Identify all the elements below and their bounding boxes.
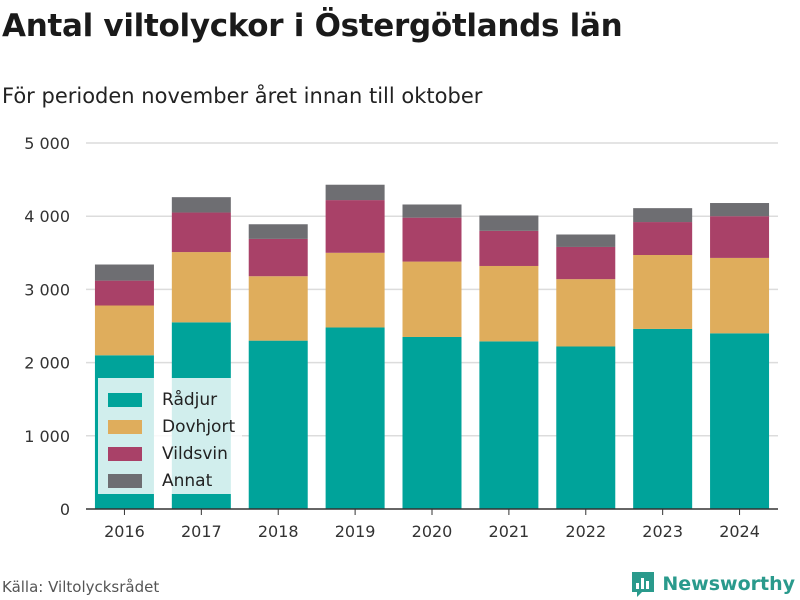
bar-2020-3[interactable] xyxy=(402,204,462,218)
chart-subtitle: För perioden november året innan till ok… xyxy=(2,84,483,108)
bar-2024-1[interactable] xyxy=(710,257,770,334)
legend-item-annat[interactable]: Annat xyxy=(108,467,232,494)
bar-2017-2[interactable] xyxy=(171,212,231,253)
y-tick-label: 4 000 xyxy=(24,207,70,226)
bar-2022-1[interactable] xyxy=(556,279,616,347)
x-tick-label: 2021 xyxy=(489,522,530,541)
x-tick-label: 2023 xyxy=(642,522,683,541)
bar-2019-0[interactable] xyxy=(325,327,385,509)
legend-swatch-annat xyxy=(108,473,142,488)
x-tick-label: 2019 xyxy=(335,522,376,541)
bar-2021-0[interactable] xyxy=(479,341,539,509)
x-tick-label: 2020 xyxy=(412,522,453,541)
legend-item-vildsvin[interactable]: Vildsvin xyxy=(108,440,232,467)
bar-2023-3[interactable] xyxy=(633,208,693,223)
bar-2022-0[interactable] xyxy=(556,346,616,509)
brand-name: Newsworthy xyxy=(662,573,795,595)
bar-2016-3[interactable] xyxy=(94,264,154,281)
bar-chart-logo-icon xyxy=(632,572,655,597)
bar-2023-0[interactable] xyxy=(633,328,693,509)
legend-label-annat: Annat xyxy=(162,470,213,491)
y-tick-label: 2 000 xyxy=(24,354,70,373)
y-tick-label: 3 000 xyxy=(24,280,70,299)
bar-2020-1[interactable] xyxy=(402,261,462,337)
bar-2019-3[interactable] xyxy=(325,184,385,201)
bar-2024-0[interactable] xyxy=(710,333,770,509)
brand-logo[interactable]: Newsworthy xyxy=(630,570,795,598)
bar-2017-1[interactable] xyxy=(171,252,231,323)
bar-2017-3[interactable] xyxy=(171,197,231,213)
bar-2016-1[interactable] xyxy=(94,305,154,356)
bar-2024-3[interactable] xyxy=(710,203,770,217)
legend-item-dovhjort[interactable]: Dovhjort xyxy=(108,413,236,440)
x-tick-label: 2022 xyxy=(565,522,606,541)
y-tick-label: 0 xyxy=(60,500,70,519)
bar-2020-0[interactable] xyxy=(402,336,462,509)
bar-2022-2[interactable] xyxy=(556,246,616,280)
legend-label-vildsvin: Vildsvin xyxy=(162,443,228,464)
legend-swatch-radjur xyxy=(108,392,142,407)
bar-2019-2[interactable] xyxy=(325,200,385,253)
bar-2023-1[interactable] xyxy=(633,254,693,329)
legend-label-radjur: Rådjur xyxy=(162,389,218,410)
bar-2021-3[interactable] xyxy=(479,215,539,231)
bar-2016-2[interactable] xyxy=(94,280,154,306)
x-tick-label: 2016 xyxy=(104,522,145,541)
bar-2023-2[interactable] xyxy=(633,222,693,255)
y-tick-label: 1 000 xyxy=(24,427,70,446)
legend-swatch-vildsvin xyxy=(108,446,142,461)
bar-2022-3[interactable] xyxy=(556,234,616,247)
source-note: Källa: Viltolycksrådet xyxy=(2,578,160,596)
bar-2021-2[interactable] xyxy=(479,230,539,266)
bar-2024-2[interactable] xyxy=(710,216,770,258)
chart-title: Antal viltolyckor i Östergötlands län xyxy=(2,8,623,44)
axes: 0 1 000 2 000 3 000 4 000 5 000 2016 2017 2018 20… xyxy=(24,134,778,541)
bar-2018-0[interactable] xyxy=(248,340,308,509)
legend-label-dovhjort: Dovhjort xyxy=(162,416,236,437)
legend-swatch-dovhjort xyxy=(108,419,142,434)
bar-2021-1[interactable] xyxy=(479,265,539,342)
y-tick-label: 5 000 xyxy=(24,134,70,153)
bar-2019-1[interactable] xyxy=(325,252,385,328)
x-tick-label: 2018 xyxy=(258,522,299,541)
bar-2018-1[interactable] xyxy=(248,276,308,341)
bar-2018-3[interactable] xyxy=(248,224,308,239)
legend: Rådjur Dovhjort Vildsvin Annat xyxy=(98,378,242,494)
x-tick-label: 2017 xyxy=(181,522,222,541)
legend-item-radjur[interactable]: Rådjur xyxy=(108,386,232,413)
bar-2018-2[interactable] xyxy=(248,238,308,277)
x-tick-label: 2024 xyxy=(719,522,760,541)
bar-2020-2[interactable] xyxy=(402,217,462,262)
